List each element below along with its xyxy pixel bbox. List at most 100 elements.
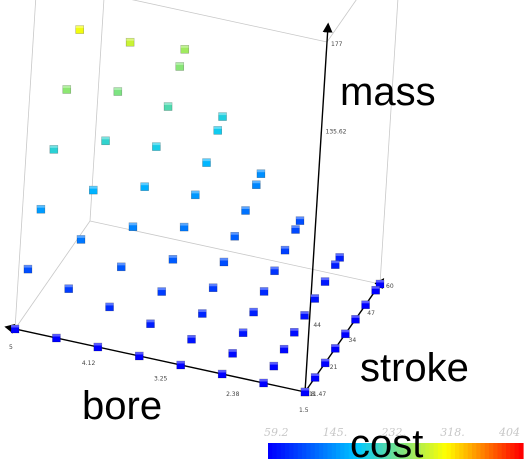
point-cube-highlight	[341, 329, 350, 333]
point-cube-highlight	[281, 246, 290, 249]
point-cube-highlight	[101, 136, 110, 140]
colorbar-segment	[289, 443, 295, 459]
colorbar-segment	[450, 443, 456, 459]
colorbar	[268, 443, 524, 459]
point-cube-highlight	[219, 257, 228, 261]
point-cube-highlight	[187, 335, 196, 338]
box-edge	[89, 0, 105, 222]
colorbar-segment	[395, 443, 401, 459]
point-cube-highlight	[301, 388, 309, 391]
point-cube	[238, 328, 248, 337]
point-cube	[361, 300, 370, 310]
data-point	[256, 169, 266, 178]
point-cube	[230, 231, 239, 241]
data-point	[208, 283, 218, 292]
point-cube	[187, 334, 196, 344]
point-cube-highlight	[376, 280, 384, 283]
point-cube-highlight	[93, 343, 102, 346]
data-point	[76, 235, 86, 244]
data-point	[117, 262, 126, 272]
colorbar-segment	[310, 443, 316, 459]
data-point	[280, 245, 290, 255]
point-cube	[198, 309, 207, 318]
data-point	[320, 358, 330, 368]
colorbar-segment	[268, 443, 273, 459]
box-edge	[89, 220, 381, 285]
y-tick-label: 8	[311, 391, 315, 398]
point-cube	[191, 190, 200, 200]
point-cube-highlight	[249, 308, 258, 311]
colorbar-segment	[331, 443, 337, 459]
point-cube-highlight	[140, 182, 149, 186]
point-cube	[52, 333, 61, 343]
colorbar-segment	[319, 443, 324, 459]
data-point	[168, 255, 178, 264]
point-cube-highlight	[280, 345, 289, 348]
point-cube-highlight	[260, 287, 269, 290]
data-point	[113, 87, 123, 96]
colorbar-tick-label: 59.2	[264, 426, 289, 439]
colorbar-segment	[348, 443, 354, 459]
data-point	[89, 185, 98, 195]
colorbar-segment	[382, 443, 388, 459]
point-cube	[23, 264, 33, 274]
point-cube-highlight	[218, 112, 227, 116]
point-cube-highlight	[175, 62, 184, 65]
colorbar-segment	[493, 443, 499, 459]
data-point	[140, 182, 149, 191]
point-cube	[269, 361, 279, 371]
colorbar-segment	[472, 443, 477, 459]
point-cube	[135, 351, 144, 361]
point-cube	[146, 319, 155, 329]
data-point	[101, 136, 110, 146]
colorbar-segment	[306, 443, 312, 459]
z-tick-label: 135.62	[326, 128, 347, 135]
point-cube-highlight	[202, 158, 211, 162]
data-point	[217, 369, 227, 379]
point-cube-highlight	[135, 352, 144, 355]
point-cube-highlight	[335, 253, 344, 256]
point-cube-highlight	[23, 265, 32, 268]
data-point	[238, 328, 248, 337]
data-point	[310, 294, 320, 303]
data-point	[371, 285, 380, 295]
point-cube	[375, 279, 385, 289]
data-point	[213, 126, 222, 135]
data-point	[341, 329, 350, 339]
colorbar-segment	[404, 443, 409, 459]
colorbar-segment	[463, 443, 469, 459]
box-edge	[14, 0, 37, 330]
colorbar-segment	[314, 443, 320, 459]
data-point	[219, 257, 229, 267]
x-axis-title: bore	[82, 384, 163, 428]
y-tick-label: 47	[367, 310, 375, 317]
point-cube	[320, 358, 330, 368]
point-cube-highlight	[269, 362, 278, 365]
point-cube	[351, 315, 360, 324]
point-cube-highlight	[198, 309, 207, 312]
point-cube	[93, 342, 103, 352]
point-cube	[280, 245, 290, 255]
point-cube	[300, 387, 310, 397]
data-point	[36, 204, 46, 214]
data-point	[290, 328, 299, 337]
point-cube	[310, 294, 320, 303]
colorbar-segment	[370, 443, 375, 459]
z-axis-title: mass	[340, 70, 436, 114]
point-cube	[300, 311, 309, 320]
point-cube-highlight	[300, 311, 309, 314]
point-cube-highlight	[52, 334, 61, 337]
colorbar-segment	[455, 443, 460, 459]
point-cube	[371, 285, 380, 295]
point-cube-highlight	[310, 294, 319, 297]
point-cube	[10, 324, 20, 334]
data-point	[75, 25, 84, 34]
colorbar-segment	[476, 443, 482, 459]
point-cube-highlight	[105, 302, 114, 306]
point-cube	[228, 349, 237, 358]
colorbar-segment	[327, 443, 333, 459]
box-edge	[379, 0, 399, 285]
data-point	[295, 216, 305, 225]
point-cube	[290, 328, 299, 337]
point-cube	[113, 87, 123, 96]
